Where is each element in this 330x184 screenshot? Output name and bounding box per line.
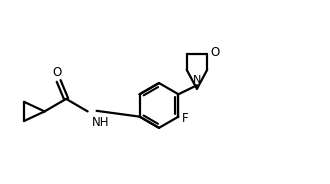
Text: O: O bbox=[210, 46, 219, 59]
Text: O: O bbox=[52, 66, 61, 79]
Text: N: N bbox=[192, 75, 201, 85]
Text: F: F bbox=[182, 112, 188, 125]
Text: NH: NH bbox=[91, 116, 109, 129]
